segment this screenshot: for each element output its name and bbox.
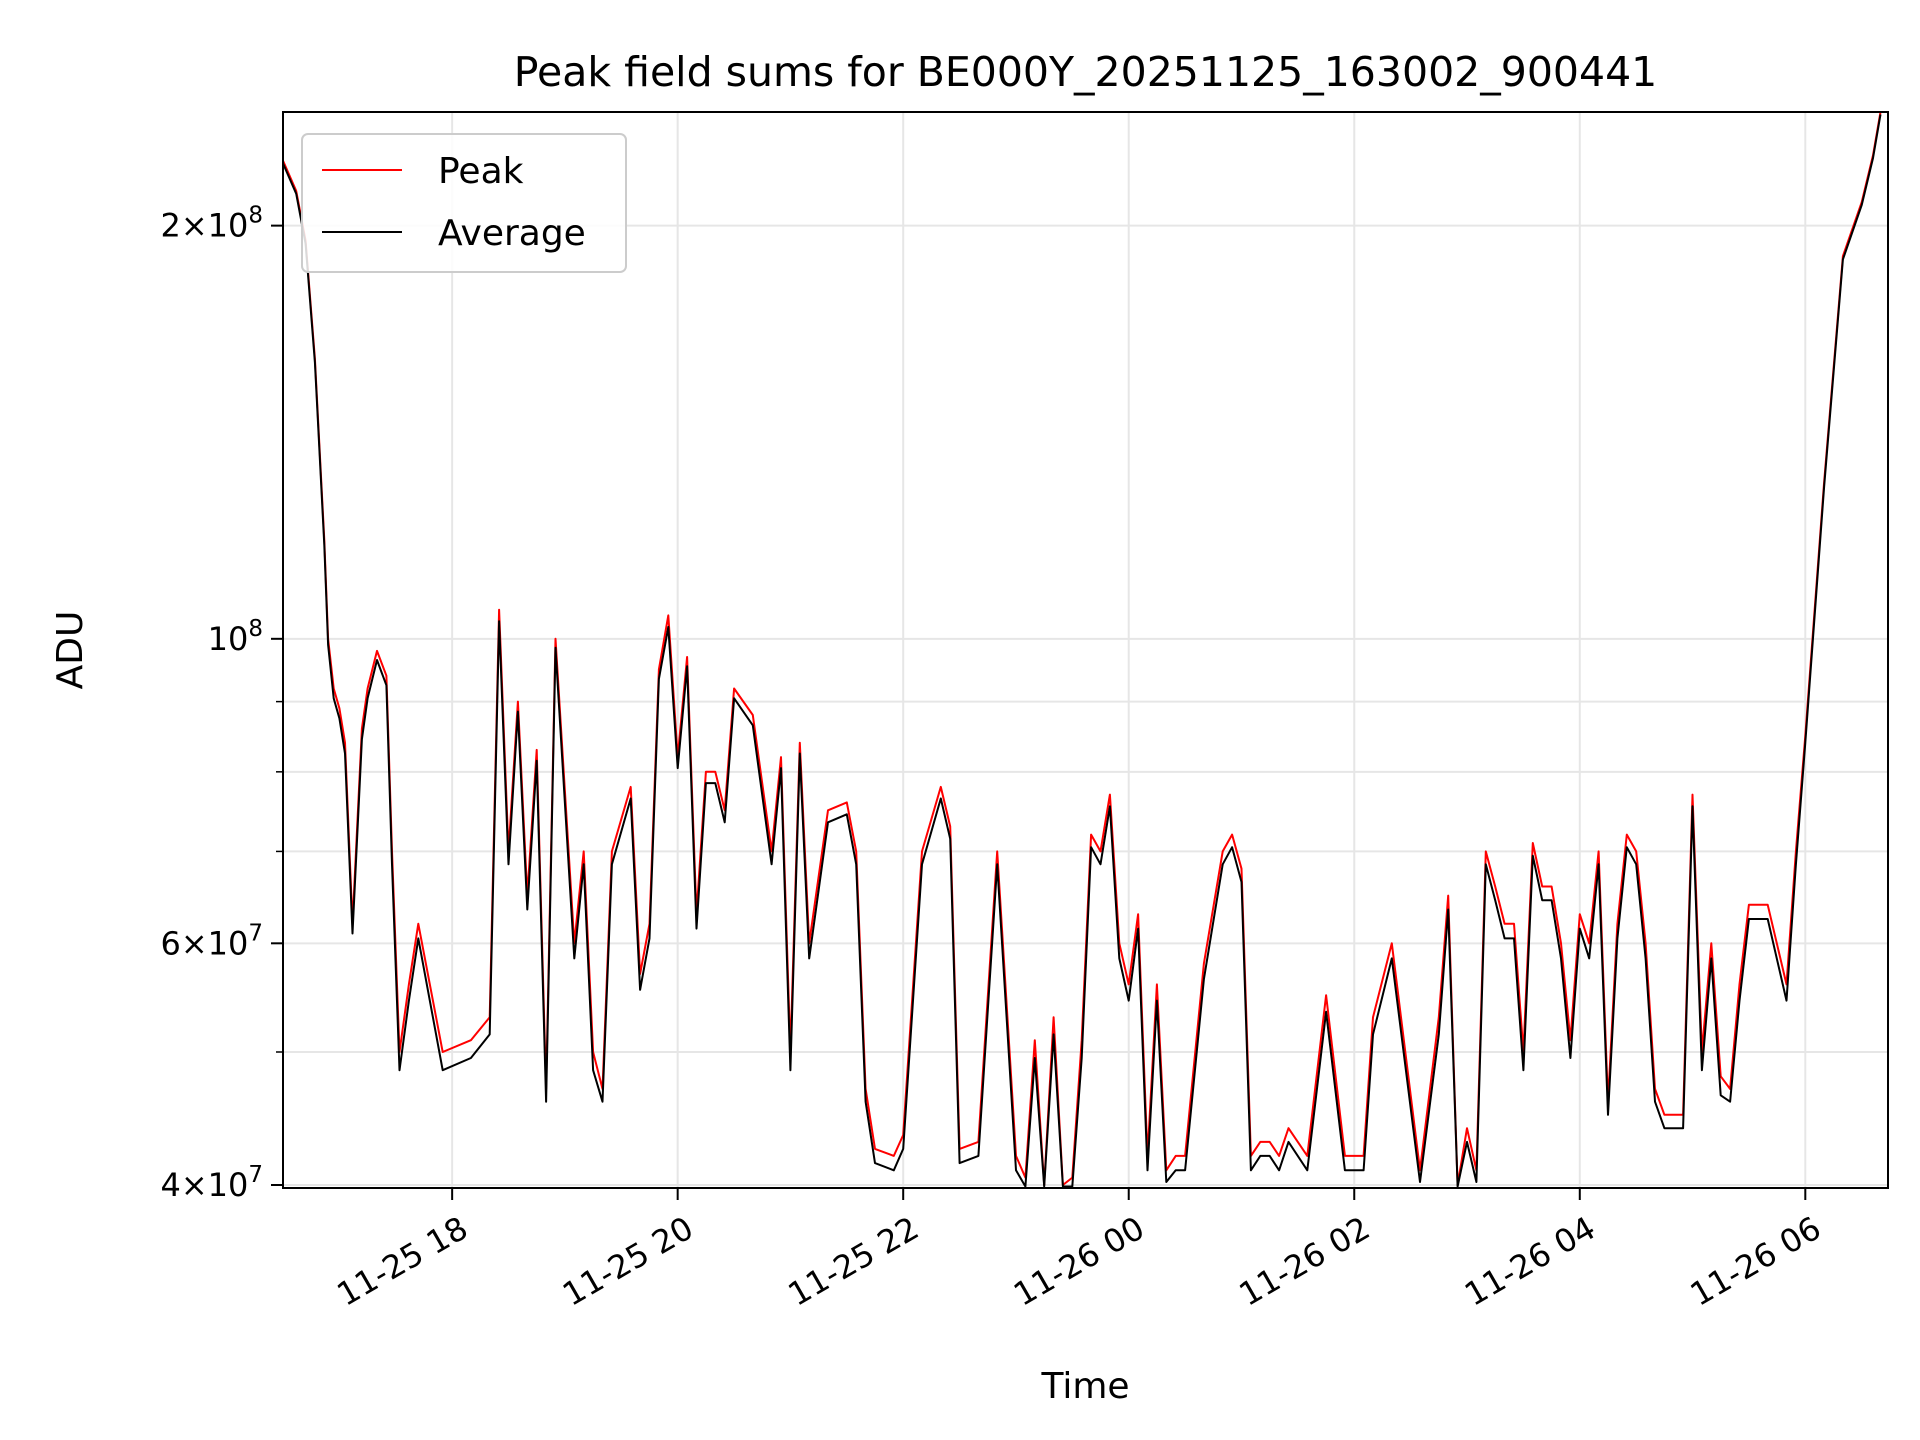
y-tick-exponent: 7	[248, 1162, 263, 1188]
y-tick-label: 4×107	[160, 1162, 263, 1204]
series-layer	[283, 112, 1882, 1188]
y-tick-exponent: 7	[248, 920, 263, 946]
y-tick-label: 6×107	[160, 920, 263, 962]
axes-frame	[282, 111, 1889, 1189]
chart-title: Peak field sums for BE000Y_20251125_1630…	[514, 48, 1658, 96]
legend-label-peak: Peak	[438, 151, 524, 192]
x-axis-label: Time	[1040, 1366, 1129, 1407]
y-tick-mantissa: 2	[160, 207, 180, 245]
y-tick-base: 10	[208, 620, 249, 658]
legend: Peak Average	[301, 133, 627, 273]
y-tick-label: 108	[208, 616, 263, 658]
y-tick-label: 2×108	[160, 203, 263, 245]
y-tick-exponent: 8	[248, 616, 263, 642]
y-tick-times: ×10	[181, 1166, 249, 1204]
y-tick-mantissa: 4	[160, 1166, 180, 1204]
y-tick-times: ×10	[181, 207, 249, 245]
series-line-average	[283, 114, 1882, 1188]
legend-box	[301, 133, 627, 273]
y-tick-exponent: 8	[248, 203, 263, 229]
legend-label-average: Average	[438, 213, 586, 254]
y-axis-label: ADU	[50, 611, 91, 690]
y-tick-mantissa: 6	[160, 924, 180, 962]
y-tick-times: ×10	[181, 924, 249, 962]
